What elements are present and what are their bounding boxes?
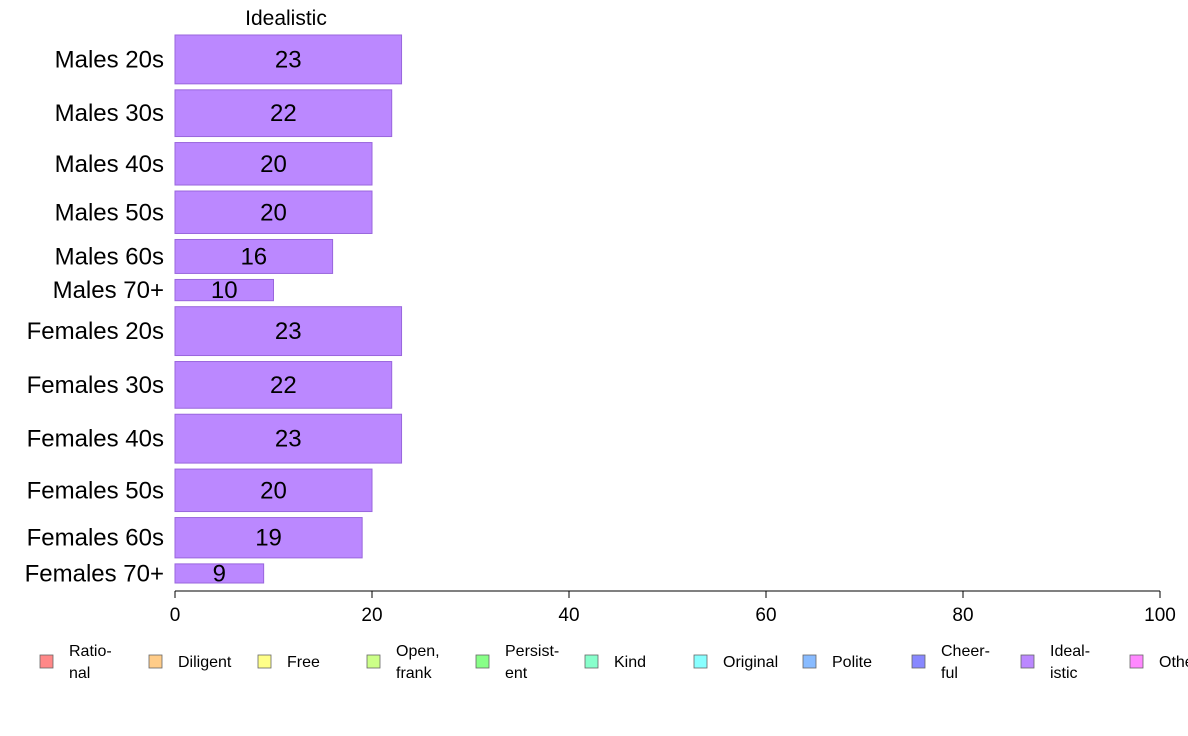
bar bbox=[174, 563, 265, 584]
bar bbox=[174, 413, 403, 464]
legend-swatch bbox=[693, 654, 708, 669]
legend-swatch bbox=[39, 654, 54, 669]
legend-label: Ratio- bbox=[69, 643, 112, 660]
legend-label: Other bbox=[1159, 654, 1188, 671]
bar bbox=[174, 89, 393, 138]
bar bbox=[174, 468, 373, 513]
legend-swatch bbox=[366, 654, 381, 669]
x-tick-label: 100 bbox=[1144, 605, 1176, 626]
legend-swatch bbox=[475, 654, 490, 669]
legend-label: Cheer- bbox=[941, 643, 990, 660]
legend-label: Persist- bbox=[505, 643, 559, 660]
legend-label: Kind bbox=[614, 654, 646, 671]
legend-item: Cheer-ful bbox=[911, 643, 990, 682]
legend-item: Persist-ent bbox=[475, 643, 559, 682]
legend-item: Ratio-nal bbox=[39, 643, 112, 682]
bar bbox=[174, 190, 373, 234]
category-label: Females 40s bbox=[27, 426, 164, 453]
legend-label: frank bbox=[396, 665, 433, 682]
bar-value-label: 22 bbox=[270, 100, 297, 127]
bar bbox=[174, 306, 403, 357]
legend-item: Ideal-istic bbox=[1020, 643, 1090, 682]
legend-label: Polite bbox=[832, 654, 872, 671]
bar-value-label: 23 bbox=[275, 318, 302, 345]
x-tick-label: 20 bbox=[361, 605, 382, 626]
legend-label: istic bbox=[1050, 665, 1078, 682]
legend: Ratio-nal Diligent Free Open, frank Persist-e… bbox=[39, 643, 1188, 682]
legend-swatch bbox=[911, 654, 926, 669]
bar-value-label: 22 bbox=[270, 372, 297, 399]
legend-label: Original bbox=[723, 654, 778, 671]
category-label: Females 60s bbox=[27, 525, 164, 552]
x-tick-label: 60 bbox=[755, 605, 776, 626]
legend-item: Original bbox=[693, 654, 778, 671]
bar bbox=[174, 278, 274, 302]
bar-value-label: 19 bbox=[255, 525, 282, 552]
legend-label: Open, bbox=[396, 643, 440, 660]
legend-label: ful bbox=[941, 665, 958, 682]
legend-swatch bbox=[1129, 654, 1144, 669]
bar-value-label: 23 bbox=[275, 426, 302, 453]
category-label: Males 70+ bbox=[53, 277, 164, 304]
legend-label: ent bbox=[505, 665, 528, 682]
category-label: Males 50s bbox=[55, 199, 164, 226]
category-label: Males 60s bbox=[55, 243, 164, 270]
legend-label: nal bbox=[69, 665, 90, 682]
bar-value-label: 16 bbox=[240, 243, 267, 270]
x-axis: 0 20 40 60 80 100 bbox=[170, 590, 1176, 626]
category-label: Females 30s bbox=[27, 372, 164, 399]
bar-value-label: 23 bbox=[275, 46, 302, 73]
legend-swatch bbox=[257, 654, 272, 669]
legend-item: Other bbox=[1129, 654, 1188, 671]
category-label: Females 50s bbox=[27, 477, 164, 504]
bar-value-label: 9 bbox=[213, 560, 226, 587]
bar bbox=[174, 142, 373, 186]
bar bbox=[174, 238, 334, 274]
x-tick-label: 40 bbox=[558, 605, 579, 626]
bar bbox=[174, 361, 393, 409]
legend-label: Ideal- bbox=[1050, 643, 1090, 660]
category-label: Females 20s bbox=[27, 318, 164, 345]
category-label: Males 20s bbox=[55, 46, 164, 73]
legend-swatch bbox=[1020, 654, 1035, 669]
legend-label: Free bbox=[287, 654, 320, 671]
x-tick-label: 0 bbox=[170, 605, 181, 626]
bar bbox=[174, 517, 363, 559]
legend-item: Polite bbox=[802, 654, 872, 671]
legend-label: Diligent bbox=[178, 654, 232, 671]
category-label: Females 70+ bbox=[25, 560, 164, 587]
bar bbox=[174, 34, 403, 85]
legend-swatch bbox=[148, 654, 163, 669]
bar-value-label: 20 bbox=[260, 151, 287, 178]
category-label: Males 40s bbox=[55, 151, 164, 178]
chart-title: Idealistic bbox=[245, 7, 327, 30]
bar-value-label: 10 bbox=[211, 277, 238, 304]
legend-swatch bbox=[802, 654, 817, 669]
bar-value-label: 20 bbox=[260, 477, 287, 504]
legend-swatch bbox=[584, 654, 599, 669]
category-label: Males 30s bbox=[55, 100, 164, 127]
legend-item: Open, frank bbox=[366, 643, 440, 682]
legend-item: Kind bbox=[584, 654, 646, 671]
x-tick-label: 80 bbox=[952, 605, 973, 626]
bars-group: Males 20s 23 Males 30s 22 Males 40s 20 Males 5… bbox=[25, 34, 403, 587]
legend-item: Diligent bbox=[148, 654, 232, 671]
legend-item: Free bbox=[257, 654, 320, 671]
bar-value-label: 20 bbox=[260, 199, 287, 226]
